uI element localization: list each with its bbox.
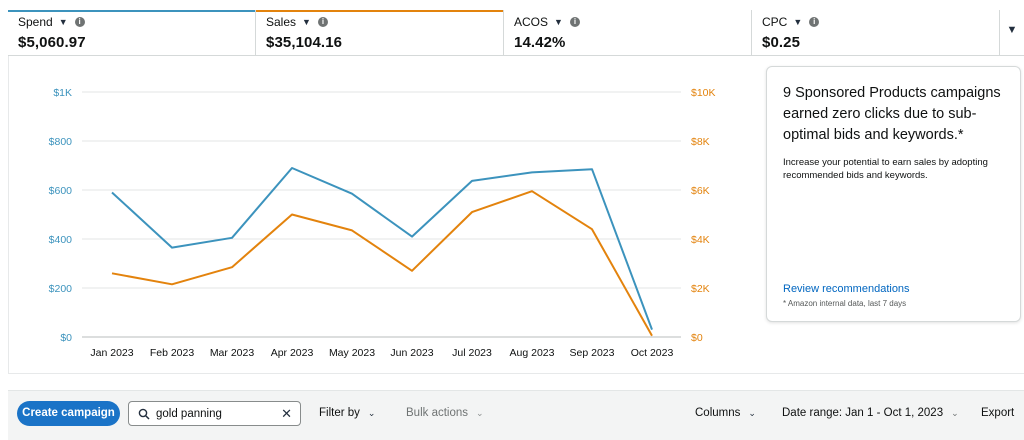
y-left-tick-label: $400 bbox=[49, 234, 73, 246]
search-icon bbox=[138, 408, 150, 420]
bulk-actions-label: Bulk actions bbox=[406, 407, 469, 419]
x-tick-label: Feb 2023 bbox=[150, 347, 195, 359]
columns-dropdown[interactable]: Columns ⌄ bbox=[695, 401, 756, 426]
chevron-down-icon: ⌄ bbox=[367, 408, 376, 418]
y-left-tick-label: $0 bbox=[60, 332, 72, 344]
y-right-tick-label: $10K bbox=[691, 87, 716, 99]
metric-sales[interactable]: Sales ▼ i $35,104.16 bbox=[256, 10, 504, 56]
expand-metrics-chevron-icon[interactable]: ▼ bbox=[1000, 10, 1024, 56]
metric-cpc[interactable]: CPC ▼ i $0.25 bbox=[752, 10, 1000, 56]
recommendation-footnote: * Amazon internal data, last 7 days bbox=[783, 299, 907, 308]
metric-cpc-label: CPC bbox=[762, 15, 788, 29]
review-recommendations-link[interactable]: Review recommendations bbox=[783, 283, 910, 295]
info-icon[interactable]: i bbox=[317, 17, 328, 27]
chevron-down-icon[interactable]: ▼ bbox=[554, 17, 563, 27]
performance-chart: $0 $0 $200 $2K $400 $4K $600 $6K $800 $8K $1K $10K J… bbox=[8, 56, 1024, 374]
metric-cpc-value: $0.25 bbox=[762, 34, 801, 51]
chevron-down-icon: ⌄ bbox=[951, 408, 959, 418]
chevron-down-icon: ⌄ bbox=[748, 408, 756, 418]
x-tick-label: Apr 2023 bbox=[271, 347, 314, 359]
filter-by-label: Filter by bbox=[319, 407, 360, 419]
x-tick-label: May 2023 bbox=[329, 347, 375, 359]
x-tick-label: Jul 2023 bbox=[452, 347, 492, 359]
bulk-actions-dropdown[interactable]: Bulk actions ⌄ bbox=[406, 401, 484, 426]
metric-acos[interactable]: ACOS ▼ i 14.42% bbox=[504, 10, 752, 56]
metric-spend-value: $5,060.97 bbox=[18, 34, 86, 51]
y-right-tick-label: $2K bbox=[691, 283, 710, 295]
metric-sales-value: $35,104.16 bbox=[266, 34, 343, 51]
metric-spend[interactable]: Spend ▼ i $5,060.97 bbox=[8, 10, 256, 56]
info-icon[interactable]: i bbox=[569, 17, 580, 27]
filter-by-dropdown[interactable]: Filter by ⌄ bbox=[319, 401, 375, 426]
search-input[interactable] bbox=[156, 407, 274, 420]
clear-search-icon[interactable]: ✕ bbox=[281, 405, 292, 421]
date-range-label: Date range: Jan 1 - Oct 1, 2023 bbox=[782, 407, 944, 419]
y-right-tick-label: $8K bbox=[691, 136, 710, 148]
x-tick-label: Jan 2023 bbox=[90, 347, 133, 359]
x-tick-label: Oct 2023 bbox=[631, 347, 674, 359]
line-chart-svg: $0 $0 $200 $2K $400 $4K $600 $6K $800 $8K $1K $10K J… bbox=[49, 87, 716, 359]
y-left-tick-label: $600 bbox=[49, 185, 73, 197]
series-line-spend bbox=[111, 167, 653, 330]
y-left-tick-label: $200 bbox=[49, 283, 73, 295]
metric-spend-label: Spend bbox=[18, 15, 53, 29]
y-right-tick-label: $4K bbox=[691, 234, 710, 246]
metrics-strip: Spend ▼ i $5,060.97 Sales ▼ i $35,104.16… bbox=[8, 10, 1024, 56]
x-tick-label: Sep 2023 bbox=[570, 347, 615, 359]
metric-sales-label: Sales bbox=[266, 15, 297, 29]
chevron-down-icon[interactable]: ▼ bbox=[58, 17, 68, 27]
x-tick-label: Mar 2023 bbox=[210, 347, 255, 359]
search-box: ✕ bbox=[128, 401, 301, 426]
info-icon[interactable]: i bbox=[74, 17, 85, 27]
y-right-tick-label: $0 bbox=[691, 332, 703, 344]
x-tick-label: Jun 2023 bbox=[390, 347, 433, 359]
y-left-tick-label: $1K bbox=[53, 87, 72, 99]
chevron-down-icon: ⌄ bbox=[476, 408, 484, 418]
metric-spend-accent bbox=[8, 10, 255, 12]
chevron-down-icon[interactable]: ▼ bbox=[302, 17, 311, 27]
columns-label: Columns bbox=[695, 407, 741, 419]
recommendation-card: 9 Sponsored Products campaigns earned ze… bbox=[766, 66, 1021, 322]
create-campaign-button[interactable]: Create campaign bbox=[17, 401, 120, 426]
y-right-tick-label: $6K bbox=[691, 185, 710, 197]
metric-acos-value: 14.42% bbox=[514, 34, 566, 51]
export-button[interactable]: Export bbox=[981, 407, 1015, 419]
x-tick-label: Aug 2023 bbox=[510, 347, 555, 359]
date-range-dropdown[interactable]: Date range: Jan 1 - Oct 1, 2023 ⌄ bbox=[782, 401, 959, 426]
series-line-sales bbox=[111, 190, 653, 337]
metric-acos-label: ACOS bbox=[514, 15, 549, 29]
recommendation-title: 9 Sponsored Products campaigns earned ze… bbox=[783, 85, 1001, 143]
y-left-tick-label: $800 bbox=[49, 136, 73, 148]
recommendation-body: Increase your potential to earn sales by… bbox=[783, 157, 988, 181]
info-icon[interactable]: i bbox=[809, 17, 820, 27]
metric-sales-accent bbox=[256, 10, 503, 12]
campaign-toolbar: Create campaign ✕ Filter by ⌄ Bulk actio… bbox=[8, 390, 1024, 440]
chevron-down-icon[interactable]: ▼ bbox=[793, 17, 803, 27]
